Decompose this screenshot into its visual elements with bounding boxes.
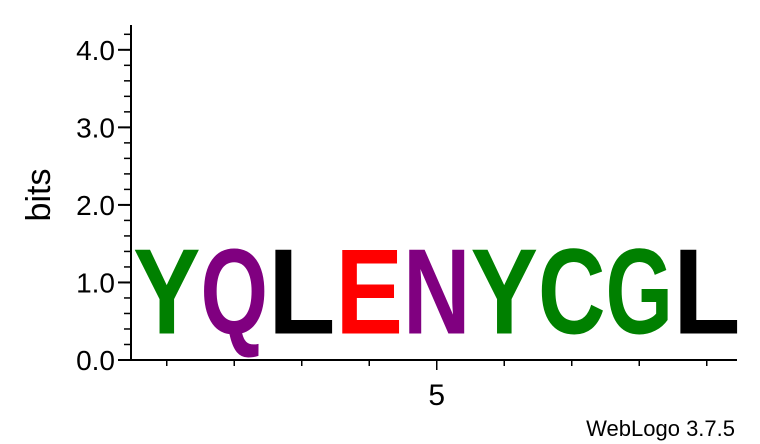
y-tick-label: 3.0 bbox=[76, 112, 115, 143]
logo-letter-y-pos-6: Y bbox=[471, 224, 538, 360]
logo-letter-l-pos-3: L bbox=[268, 224, 335, 360]
y-tick-label: 1.0 bbox=[76, 267, 115, 298]
y-axis-label: bits bbox=[20, 169, 58, 222]
logo-letter-q-pos-2: Q bbox=[201, 225, 268, 360]
logo-letter-g-pos-8: G bbox=[606, 225, 673, 360]
x-axis bbox=[131, 359, 737, 370]
logo-letter-e-pos-4: E bbox=[336, 224, 403, 360]
weblogo-credit: WebLogo 3.7.5 bbox=[586, 416, 735, 441]
logo-letter-l-pos-9: L bbox=[673, 224, 740, 360]
y-tick-label: 4.0 bbox=[76, 35, 115, 66]
logo-letter-c-pos-7: C bbox=[538, 224, 605, 359]
y-tick-label: 0.0 bbox=[76, 345, 115, 376]
x-tick-label-5: 5 bbox=[428, 379, 445, 412]
y-tick-label: 2.0 bbox=[76, 190, 115, 221]
logo-letter-y-pos-1: Y bbox=[133, 224, 200, 360]
logo-letter-n-pos-5: N bbox=[403, 224, 470, 359]
y-axis: 0.0 1.0 2.0 3.0 4.0 bbox=[76, 25, 132, 376]
